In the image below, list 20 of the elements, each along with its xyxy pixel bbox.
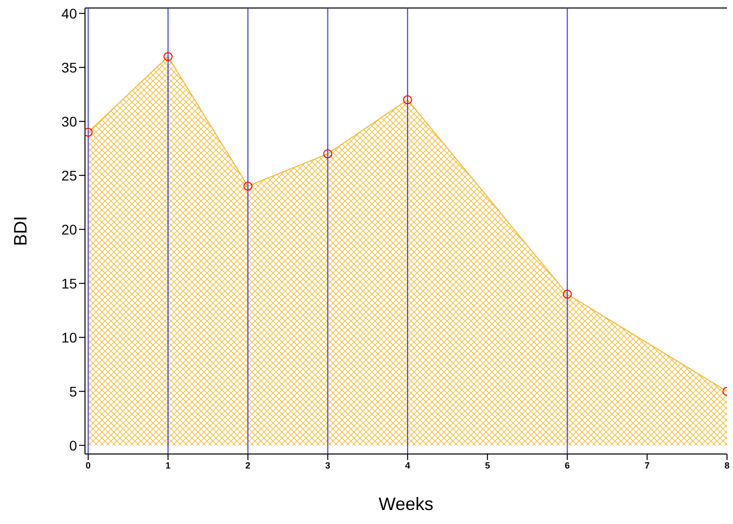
x-tick-label: 2 [245, 460, 250, 470]
x-tick-label: 6 [564, 460, 570, 470]
x-tick-label: 5 [484, 460, 490, 470]
x-tick-label: 8 [724, 460, 730, 470]
y-tick-label: 15 [61, 275, 78, 292]
y-tick-label: 25 [61, 167, 78, 184]
x-tick-label: 1 [166, 460, 171, 470]
x-tick-label: 7 [644, 460, 650, 470]
x-axis-title: Weeks [378, 494, 434, 514]
x-tick-label: 4 [405, 460, 410, 470]
y-tick-label: 40 [61, 5, 78, 22]
y-tick-label: 30 [61, 113, 78, 130]
y-tick-label: 5 [69, 383, 78, 400]
y-tick-label: 35 [61, 59, 78, 76]
x-tick-label: 0 [86, 460, 91, 470]
x-tick-label: 3 [325, 460, 330, 470]
y-axis-title: BDI [10, 216, 30, 246]
y-tick-label: 10 [61, 329, 78, 346]
y-tick-label: 20 [61, 221, 78, 238]
y-tick-label: 0 [69, 437, 78, 454]
